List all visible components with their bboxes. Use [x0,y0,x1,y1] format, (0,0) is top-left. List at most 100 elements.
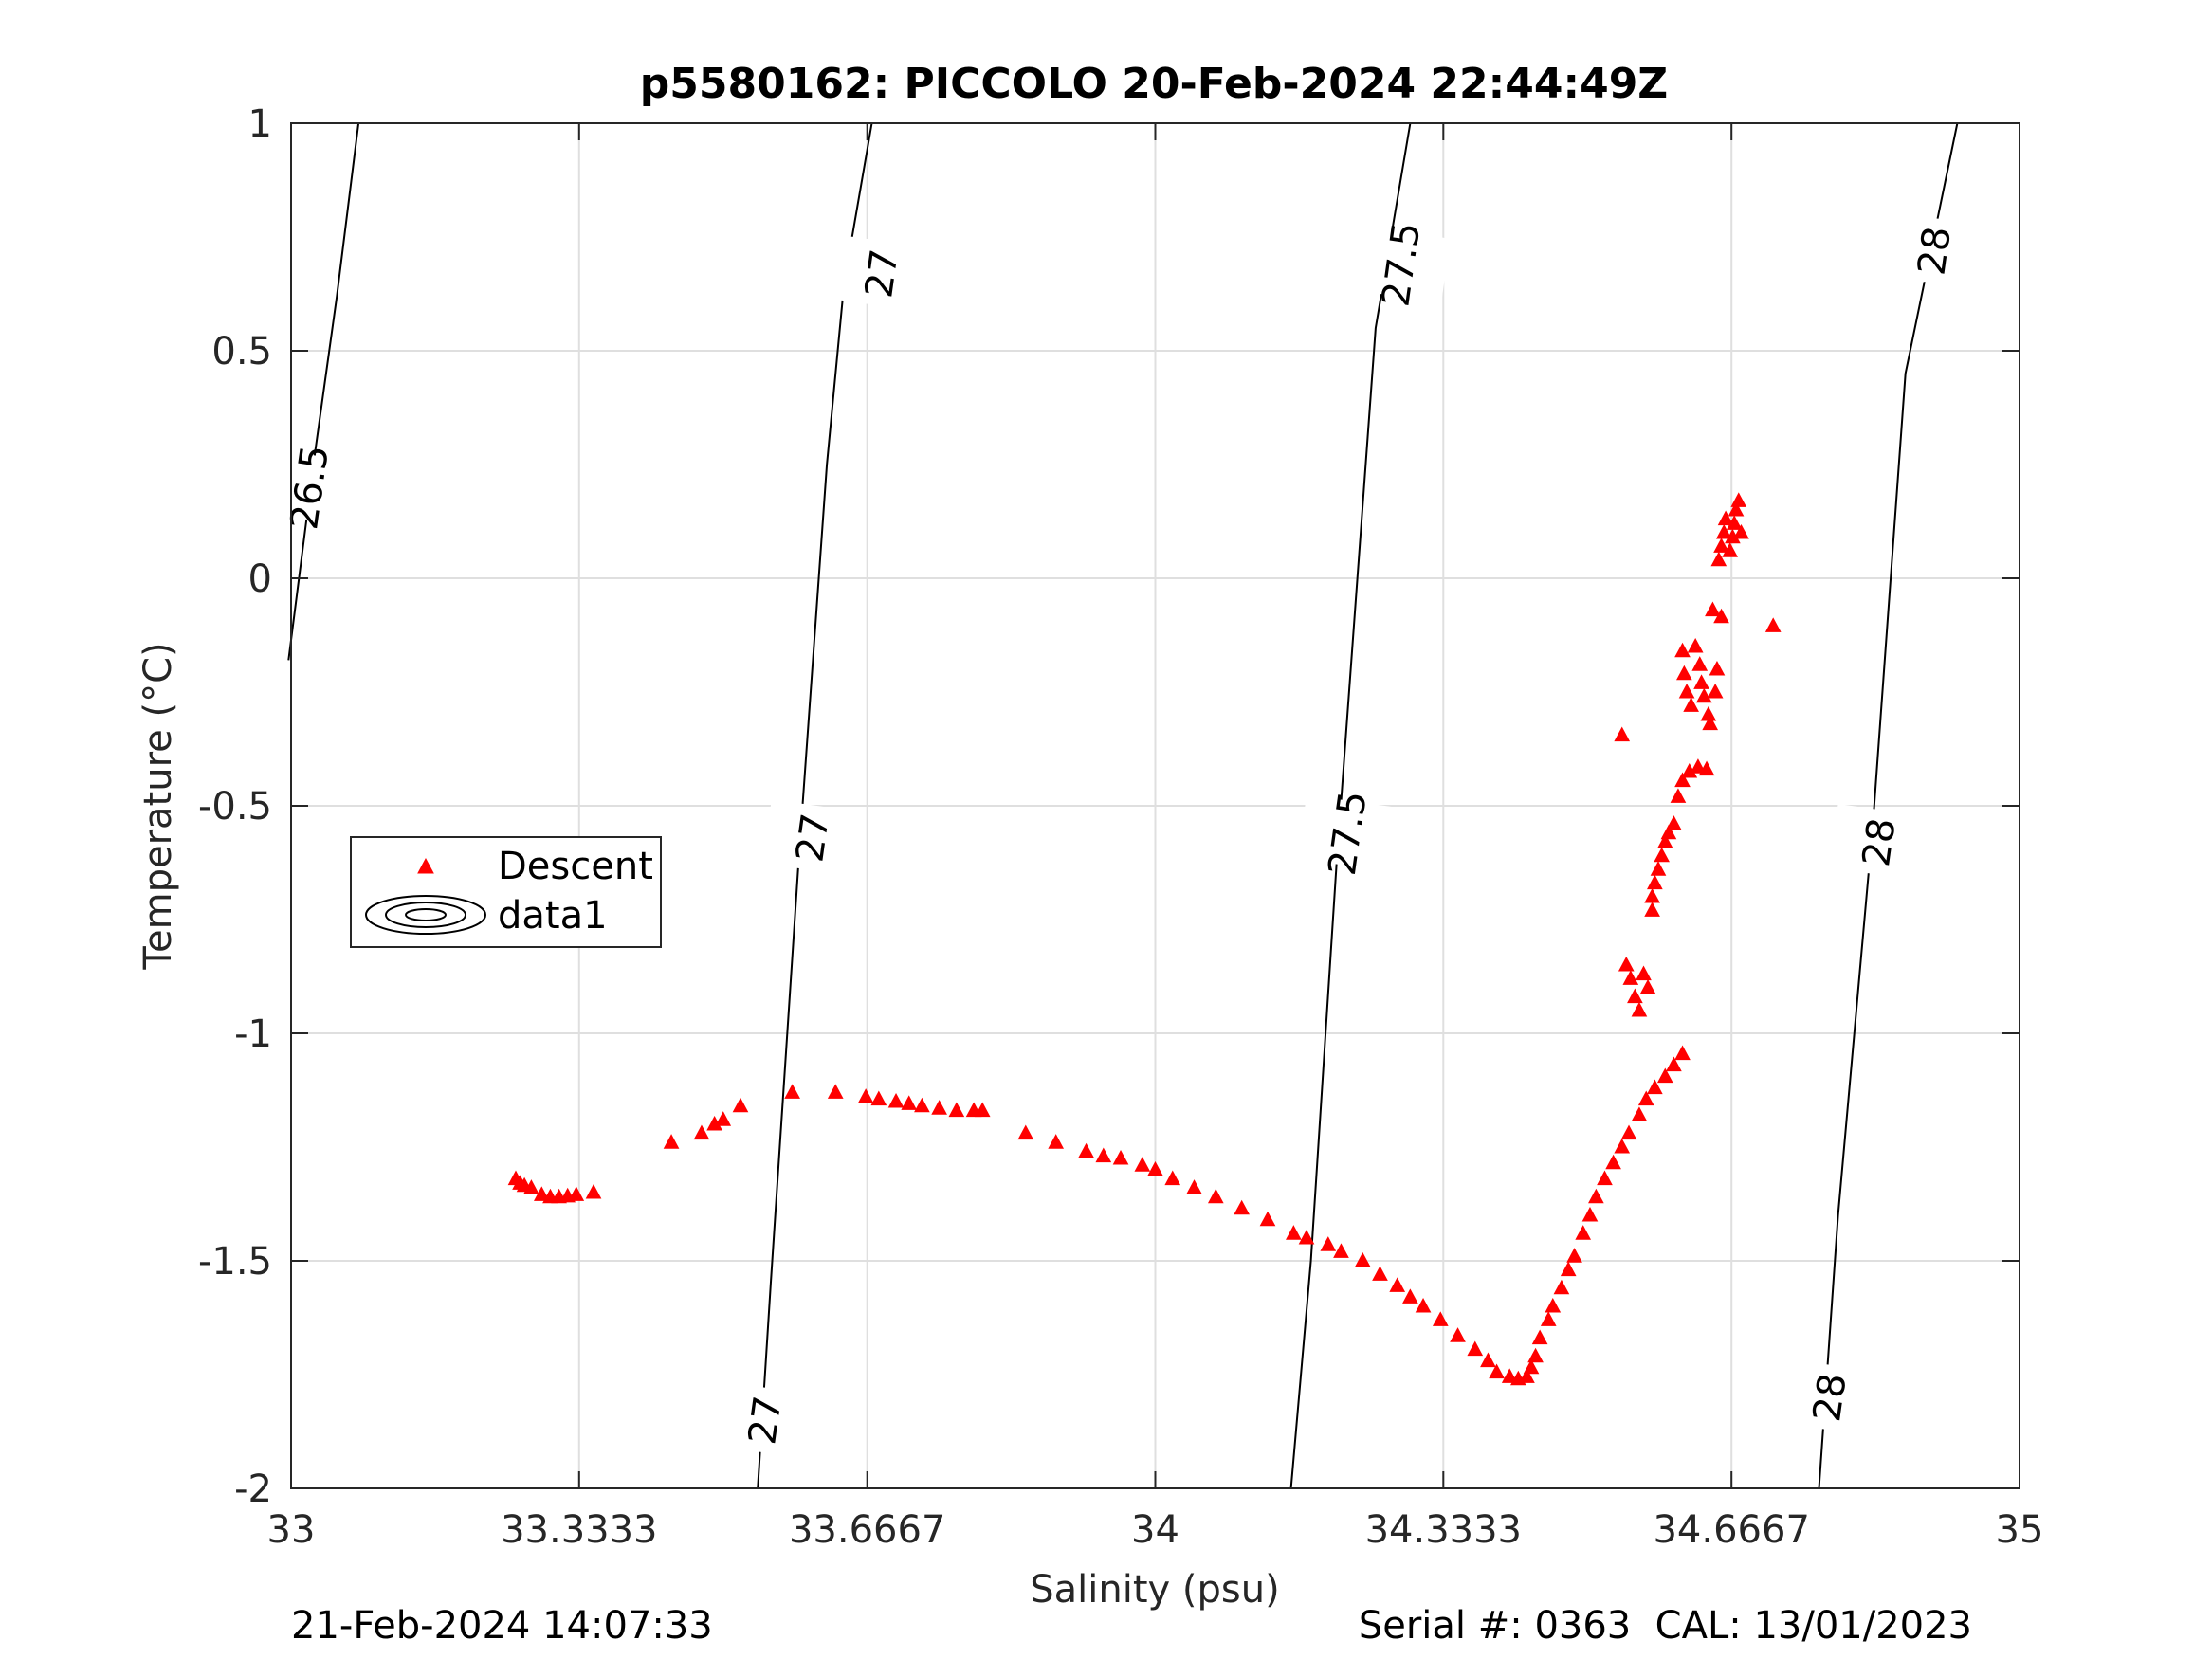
descent-point [1637,1090,1654,1106]
descent-point [1705,601,1721,617]
legend-box [350,836,662,948]
descent-point [1644,887,1660,903]
descent-point [1674,1045,1691,1061]
isopycnal-label: 27 [857,246,907,301]
descent-point [784,1084,801,1099]
descent-point [693,1124,710,1140]
isopycnal-label-gap [1884,212,1984,289]
descent-point [1527,1347,1544,1363]
y-tick-label: 0 [248,557,272,601]
descent-point [1614,1138,1631,1154]
descent-point [1432,1311,1449,1326]
descent-point [1372,1266,1388,1281]
y-tick-label: -2 [234,1468,272,1511]
descent-point [1480,1352,1496,1368]
descent-point [1553,1279,1570,1295]
descent-point [1707,683,1724,699]
descent-point [1112,1149,1129,1165]
descent-point [715,1111,732,1126]
descent-point [1674,642,1691,658]
descent-point [901,1095,918,1110]
isopycnal-label-gap [1780,1358,1879,1436]
descent-point [1709,660,1726,676]
descent-point [1620,1124,1637,1140]
legend-label-data1: data1 [498,894,608,938]
legend-contour-icon [365,895,486,935]
descent-point [1147,1160,1163,1176]
y-axis-label: Temperature (°C) [137,642,180,970]
descent-point [1656,833,1673,848]
descent-point [1501,1368,1518,1383]
descent-point [1298,1229,1315,1245]
descent-point [1702,715,1719,731]
descent-point [1670,788,1687,803]
y-tick-label: -1 [234,1012,272,1056]
descent-point [1134,1157,1151,1172]
chart-title: p5580162: PICCOLO 20-Feb-2024 22:44:49Z [640,60,1668,108]
isopycnal-label-gap [762,799,862,876]
descent-point [1523,1358,1540,1375]
descent-point [1660,824,1677,840]
descent-point [1333,1243,1349,1258]
descent-point [948,1102,965,1118]
descent-point [1631,1106,1648,1121]
descent-point [1650,861,1667,876]
descent-point [914,1097,930,1113]
descent-point [1389,1277,1406,1292]
descent-point [1678,683,1695,699]
descent-point [1566,1248,1582,1263]
descent-point [1560,1261,1577,1277]
descent-point [1639,978,1656,994]
isopycnal-label: 28 [1910,224,1960,278]
descent-point [1710,551,1728,567]
descent-point [1695,687,1712,703]
x-tick-label: 33.3333 [501,1508,657,1552]
footer-serial-cal: Serial #: 0363 CAL: 13/01/2023 [1359,1604,1972,1648]
isopycnal-label-gap [832,235,931,312]
descent-point [1691,656,1709,671]
x-tick-label: 35 [1996,1508,2044,1552]
descent-point [1733,523,1749,539]
descent-point [1402,1288,1418,1304]
isopycnal-label: 28 [1855,815,1905,869]
descent-point [1666,815,1682,830]
descent-point [1540,1311,1557,1326]
descent-point [1627,988,1643,1004]
descent-point [1605,1154,1621,1170]
descent-point [1715,523,1732,539]
descent-point [1654,847,1670,863]
descent-point [1698,760,1715,776]
descent-point [533,1186,550,1201]
descent-point [1575,1225,1592,1240]
descent-point [1674,772,1691,788]
descent-point [1415,1297,1432,1313]
descent-point [1078,1142,1094,1158]
descent-point [1713,538,1729,553]
x-tick-label: 34 [1131,1508,1179,1552]
isopycnal-label: 28 [1805,1371,1856,1425]
descent-point [1647,1079,1663,1095]
descent-point [1722,542,1738,557]
descent-point [974,1102,991,1118]
isopycnal-label: 27 [788,811,838,865]
descent-point [1450,1327,1466,1342]
descent-point [1726,515,1743,530]
descent-series [507,492,1782,1386]
descent-point [568,1186,585,1201]
descent-point [1095,1147,1112,1163]
descent-point [827,1084,844,1099]
footer-timestamp: 21-Feb-2024 14:07:33 [291,1604,713,1648]
descent-point [1588,1188,1604,1204]
grid-lines [291,123,2020,1488]
descent-point [1581,1206,1599,1222]
descent-point [1354,1251,1371,1267]
descent-point [1622,970,1639,985]
descent-point [1597,1170,1613,1186]
descent-point [663,1134,680,1149]
x-tick-label: 34.3333 [1365,1508,1522,1552]
descent-point [1693,674,1709,689]
x-tick-label: 34.6667 [1653,1508,1809,1552]
descent-point [1531,1329,1548,1345]
